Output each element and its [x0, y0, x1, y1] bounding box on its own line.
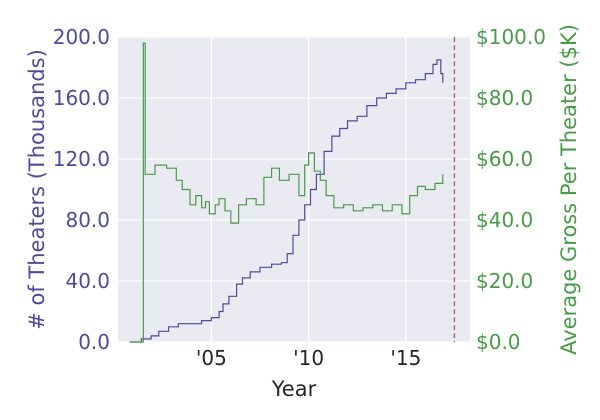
y-left-tick-label: 120.0 [53, 147, 110, 171]
y-left-tick-label: 80.0 [65, 208, 110, 232]
plot-area [118, 37, 470, 342]
series-layer [129, 37, 456, 343]
x-tick-label: '05 [196, 346, 227, 370]
y-right-tick-label: $40.0 [476, 208, 533, 232]
y-right-axis-title: Average Gross Per Theater ($K) [557, 24, 581, 355]
y-right-ticks: $0.0 $20.0 $40.0 $60.0 $80.0 $100.0 [476, 25, 546, 354]
x-axis-title: Year [271, 377, 317, 401]
y-right-tick-label: $0.0 [476, 330, 521, 354]
y-right-tick-label: $20.0 [476, 269, 533, 293]
y-left-tick-label: 160.0 [53, 86, 110, 110]
x-tick-label: '15 [390, 346, 421, 370]
theaters-series-line [129, 59, 444, 343]
gross-series-line [129, 42, 444, 343]
y-left-tick-label: 0.0 [78, 330, 110, 354]
y-right-tick-label: $100.0 [476, 25, 546, 49]
x-ticks: '05 '10 '15 [196, 346, 421, 370]
y-right-tick-label: $80.0 [476, 86, 533, 110]
y-left-axis-title: # of Theaters (Thousands) [25, 49, 49, 330]
y-right-tick-label: $60.0 [476, 147, 533, 171]
x-tick-label: '10 [293, 346, 324, 370]
y-left-tick-label: 40.0 [65, 269, 110, 293]
y-left-tick-label: 200.0 [53, 25, 110, 49]
y-left-ticks: 0.0 40.0 80.0 120.0 160.0 200.0 [53, 25, 110, 354]
